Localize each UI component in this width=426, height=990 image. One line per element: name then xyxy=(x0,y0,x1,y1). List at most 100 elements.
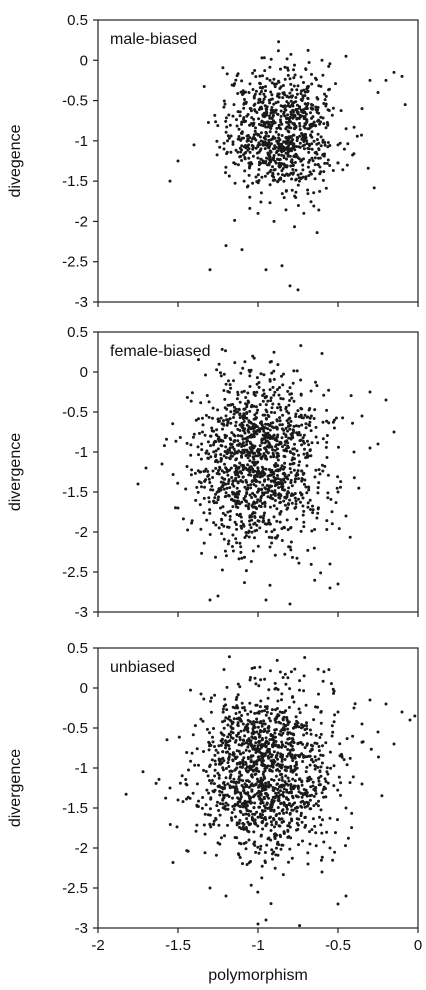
data-point xyxy=(275,139,279,143)
data-point xyxy=(275,388,279,392)
data-point xyxy=(283,526,286,530)
data-point xyxy=(368,446,372,450)
data-point xyxy=(273,786,277,790)
data-point xyxy=(272,799,276,803)
data-point xyxy=(277,133,281,137)
data-point xyxy=(240,784,244,787)
data-point xyxy=(338,742,342,746)
data-point xyxy=(223,719,227,723)
data-point xyxy=(268,155,272,159)
data-point xyxy=(297,725,301,729)
data-point xyxy=(331,420,335,424)
data-point xyxy=(234,523,238,526)
data-point xyxy=(345,163,349,167)
data-point xyxy=(215,153,219,157)
data-point xyxy=(276,179,280,183)
data-point xyxy=(243,581,246,585)
data-point xyxy=(317,141,321,145)
data-point xyxy=(216,771,220,775)
data-point xyxy=(230,545,234,548)
data-point xyxy=(241,468,245,472)
data-point xyxy=(250,789,254,793)
data-point xyxy=(237,135,241,138)
data-point xyxy=(315,231,319,235)
data-point xyxy=(240,136,244,140)
data-point xyxy=(208,731,211,735)
data-point xyxy=(302,509,306,513)
data-point xyxy=(267,445,271,449)
data-point xyxy=(302,81,305,84)
data-point xyxy=(257,735,261,739)
data-point xyxy=(264,598,268,602)
data-point xyxy=(318,172,322,176)
data-point xyxy=(260,487,264,491)
data-point xyxy=(327,668,331,672)
data-point xyxy=(288,687,292,691)
data-point xyxy=(200,448,204,452)
data-point xyxy=(254,768,257,772)
data-point xyxy=(286,389,290,393)
data-point xyxy=(301,168,305,172)
data-point xyxy=(256,922,260,926)
data-point xyxy=(299,393,303,397)
data-point xyxy=(289,670,293,674)
data-point xyxy=(311,784,315,788)
data-point xyxy=(273,178,277,182)
data-point xyxy=(236,803,240,807)
data-point xyxy=(240,159,244,162)
data-point xyxy=(296,110,300,114)
data-point xyxy=(327,109,331,112)
data-point xyxy=(232,103,236,107)
data-point xyxy=(221,427,224,431)
data-point xyxy=(274,130,278,134)
data-point xyxy=(224,482,228,486)
data-point xyxy=(329,766,333,770)
x-axis-label: polymorphism xyxy=(208,967,308,984)
data-point xyxy=(240,556,244,560)
data-point xyxy=(332,720,336,724)
data-point xyxy=(207,452,211,456)
data-point xyxy=(239,90,243,94)
data-point xyxy=(272,809,276,813)
data-point xyxy=(317,156,320,160)
data-point xyxy=(207,400,211,404)
data-point xyxy=(307,160,311,164)
data-point xyxy=(316,105,320,109)
data-point xyxy=(310,72,313,76)
data-point xyxy=(298,179,301,183)
data-point xyxy=(276,363,280,367)
data-point xyxy=(281,790,285,794)
data-point xyxy=(238,761,242,765)
data-point xyxy=(305,721,308,725)
data-point xyxy=(314,758,318,762)
data-point xyxy=(195,747,199,751)
data-point xyxy=(280,743,284,747)
data-point xyxy=(233,218,237,222)
data-point xyxy=(312,169,316,173)
data-point xyxy=(250,666,254,670)
data-point xyxy=(323,92,326,96)
data-point xyxy=(222,389,226,392)
data-point xyxy=(222,419,225,423)
data-point xyxy=(240,701,244,705)
data-point xyxy=(302,525,306,529)
data-point xyxy=(319,135,323,139)
data-point xyxy=(322,670,326,674)
data-point xyxy=(251,71,255,75)
data-point xyxy=(319,144,323,148)
data-point xyxy=(259,801,263,805)
data-point xyxy=(237,853,241,857)
data-point xyxy=(278,824,282,828)
data-point xyxy=(262,519,266,523)
data-point xyxy=(311,780,315,784)
data-point xyxy=(234,410,238,414)
data-point xyxy=(310,828,314,832)
data-point xyxy=(254,478,258,482)
data-point xyxy=(255,390,259,394)
data-point xyxy=(240,526,244,530)
data-point xyxy=(276,474,279,477)
y-tick-label: -1.5 xyxy=(62,800,88,817)
data-point xyxy=(293,667,297,671)
data-point xyxy=(292,769,296,773)
data-point xyxy=(226,807,230,811)
